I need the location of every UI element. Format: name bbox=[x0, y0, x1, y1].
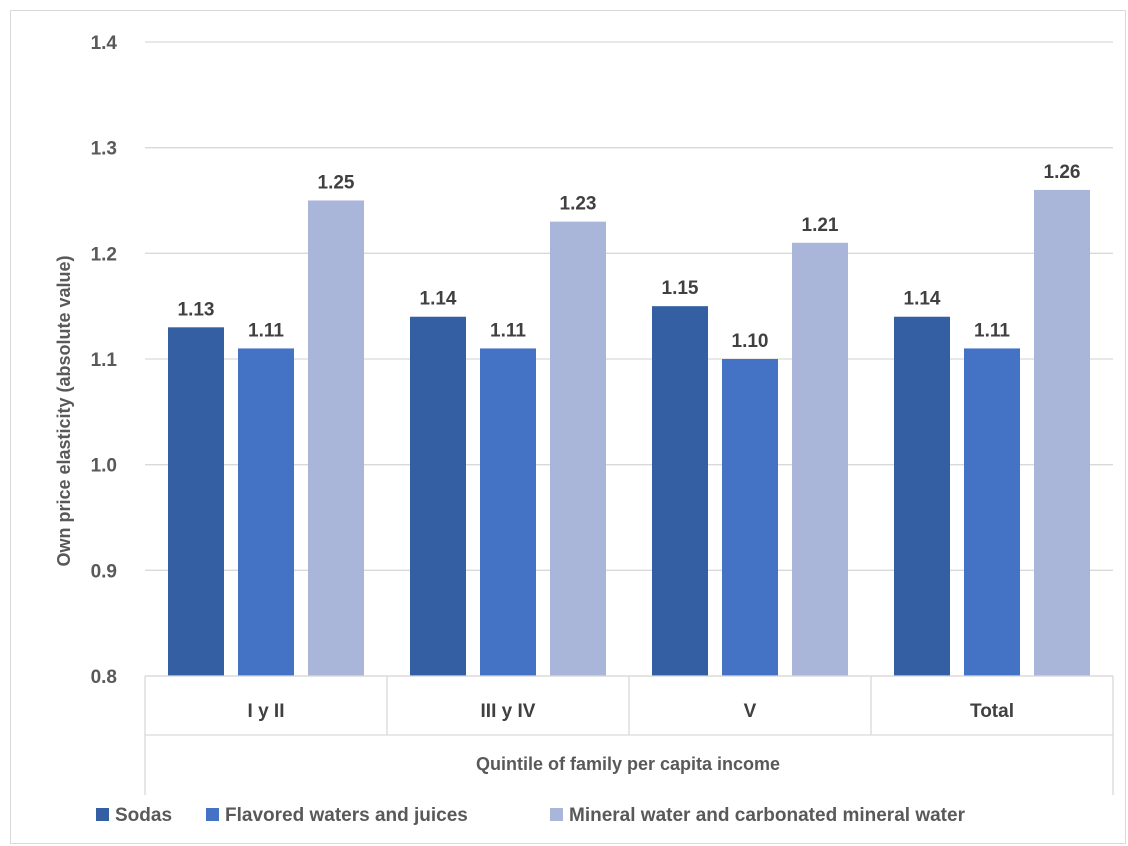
legend-label: Flavored waters and juices bbox=[225, 805, 468, 826]
x-axis-title: Quintile of family per capita income bbox=[476, 754, 780, 774]
legend: Sodas Flavored waters and juices Mineral w… bbox=[96, 805, 966, 826]
data-label: 1.15 bbox=[662, 278, 699, 299]
bar bbox=[964, 348, 1020, 676]
data-label: 1.11 bbox=[248, 320, 284, 341]
y-tick-label: 1.4 bbox=[91, 33, 118, 54]
y-tick-label: 0.9 bbox=[91, 561, 117, 582]
y-axis-ticks: 0.8 0.9 1.0 1.1 1.2 1.3 1.4 bbox=[91, 33, 118, 688]
data-label: 1.11 bbox=[974, 320, 1010, 341]
legend-label: Sodas bbox=[115, 805, 172, 826]
x-axis: I y II III y IV V Total bbox=[144, 675, 1114, 795]
legend-swatch bbox=[550, 808, 563, 821]
x-category-label: III y IV bbox=[481, 701, 536, 722]
data-label: 1.26 bbox=[1044, 162, 1081, 183]
legend-label: Mineral water and carbonated mineral wat… bbox=[569, 805, 966, 826]
x-category-label: V bbox=[744, 701, 757, 722]
bar bbox=[894, 316, 950, 676]
data-label: 1.21 bbox=[802, 215, 839, 236]
bar bbox=[480, 348, 536, 676]
y-tick-label: 1.3 bbox=[91, 139, 117, 160]
legend-swatch bbox=[206, 808, 219, 821]
data-label: 1.23 bbox=[560, 194, 597, 215]
bar bbox=[238, 348, 294, 676]
bar bbox=[1034, 189, 1090, 676]
y-tick-label: 1.0 bbox=[91, 456, 117, 477]
x-category-label: I y II bbox=[248, 701, 285, 722]
y-axis-title: Own price elasticity (absolute value) bbox=[54, 255, 74, 566]
y-tick-label: 0.8 bbox=[91, 667, 117, 688]
bar bbox=[308, 200, 364, 676]
data-label: 1.13 bbox=[178, 299, 215, 320]
bar bbox=[168, 327, 224, 676]
data-label: 1.10 bbox=[732, 331, 769, 352]
legend-swatch bbox=[96, 808, 109, 821]
bars bbox=[168, 189, 1090, 676]
data-label: 1.14 bbox=[420, 289, 457, 310]
bar bbox=[722, 359, 778, 676]
data-label: 1.25 bbox=[318, 173, 355, 194]
bar bbox=[652, 306, 708, 676]
data-labels: 1.13 1.11 1.25 1.14 1.11 1.23 1.15 1.10 1.21 1.14… bbox=[178, 162, 1081, 352]
bar bbox=[410, 316, 466, 676]
x-category-label: Total bbox=[970, 701, 1014, 722]
bar bbox=[792, 242, 848, 676]
data-label: 1.11 bbox=[490, 320, 526, 341]
bar bbox=[550, 221, 606, 676]
y-tick-label: 1.2 bbox=[91, 244, 117, 265]
data-label: 1.14 bbox=[904, 289, 941, 310]
y-tick-label: 1.1 bbox=[91, 350, 118, 371]
